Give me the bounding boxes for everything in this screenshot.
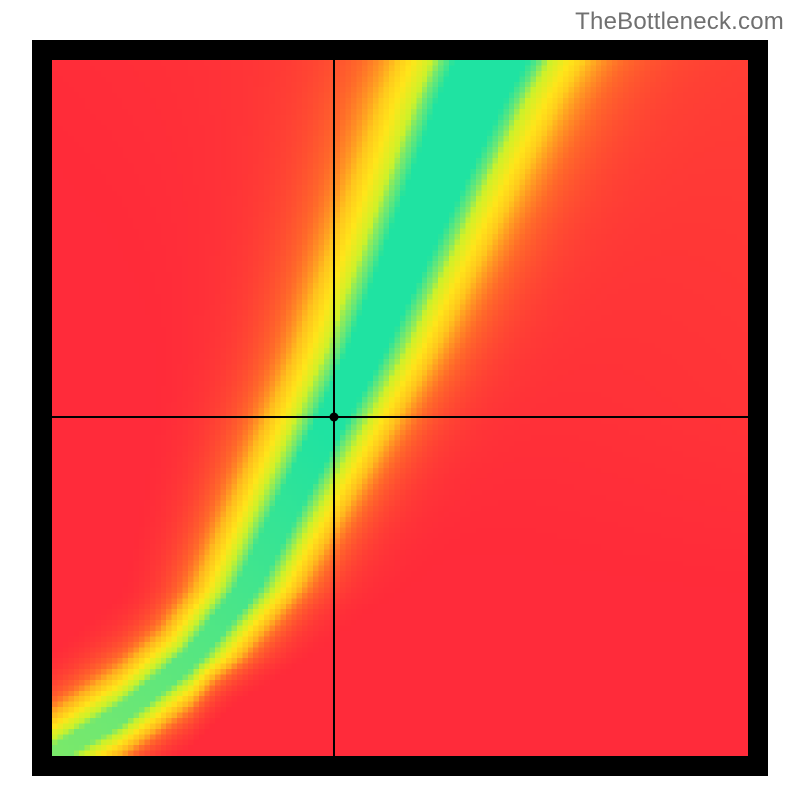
heatmap-canvas bbox=[52, 60, 748, 756]
bottleneck-heatmap-plot bbox=[32, 40, 768, 776]
watermark-text: TheBottleneck.com bbox=[575, 8, 784, 36]
